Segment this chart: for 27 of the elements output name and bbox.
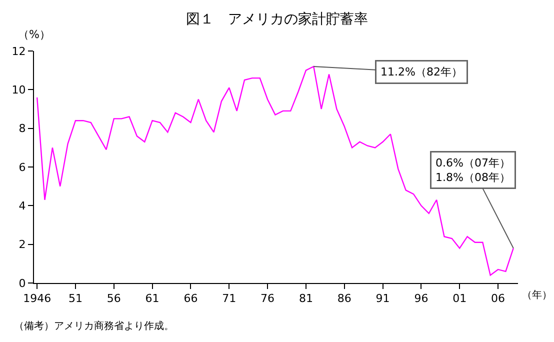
text: （備考）アメリカ商務省より作成。 [14, 320, 174, 332]
x-tick-label: 76 [260, 292, 275, 306]
x-tick-label: 61 [145, 292, 160, 306]
x-tick-label: 01 [452, 292, 467, 306]
x-tick-label: 96 [414, 292, 428, 306]
y-tick-label: 12 [12, 44, 26, 58]
x-tick-label: 81 [298, 292, 313, 306]
y-tick-label: 2 [18, 238, 26, 252]
y-tick-label: 6 [18, 160, 26, 174]
annotation: 11.2%（82年） [380, 66, 462, 78]
annotation: 0.6%（07年） 1.8%（08年） [436, 156, 510, 184]
y-tick-label: 4 [18, 200, 26, 213]
line-series [36, 66, 514, 276]
y-axis-title: （%） [18, 28, 50, 41]
y-tick-label: 0 [18, 276, 26, 290]
y-tick-label: 8 [18, 122, 26, 136]
x-tick-label: 06 [491, 292, 506, 306]
x-tick-label: 91 [376, 292, 390, 306]
x-tick-label: 66 [184, 292, 198, 306]
x-tick-label: 56 [106, 292, 121, 306]
x-axis-title: （年） [522, 289, 552, 301]
chart-title: 図１ アメリカの家計貯蓄率 [186, 11, 368, 28]
x-tick-label: 51 [68, 292, 82, 306]
x-tick-label: 86 [337, 292, 352, 306]
x-tick-label: 1946 [23, 292, 52, 306]
y-tick-label: 10 [12, 84, 26, 97]
x-tick-label: 71 [222, 292, 236, 306]
